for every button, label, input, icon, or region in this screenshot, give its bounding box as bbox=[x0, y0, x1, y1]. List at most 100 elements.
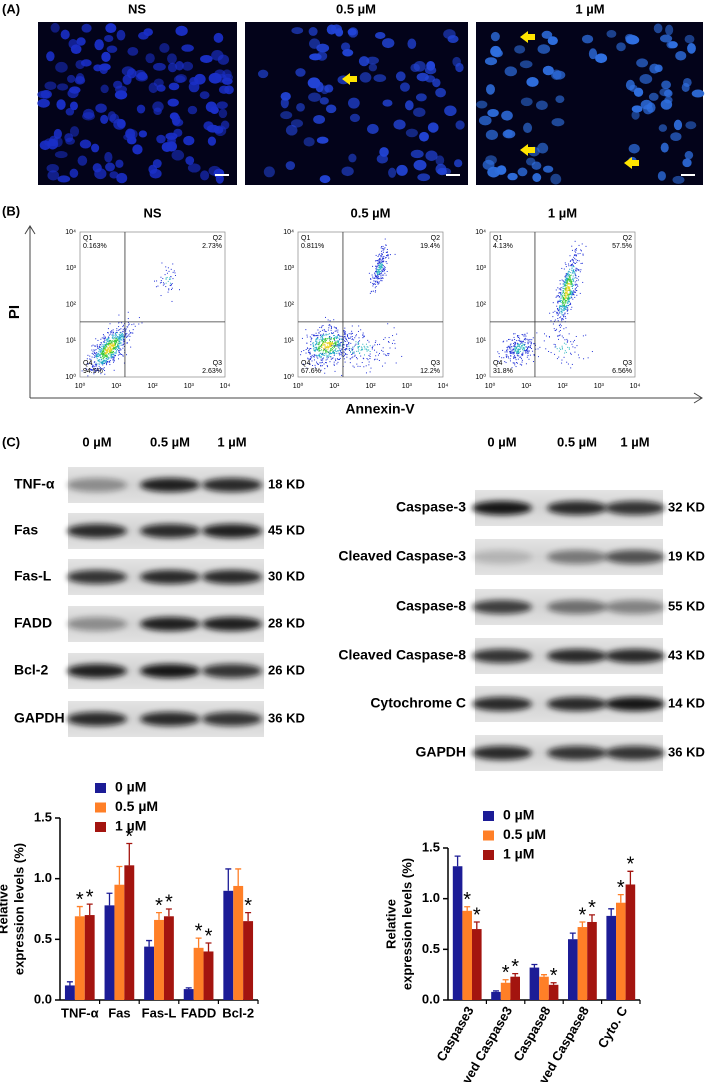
nucleus bbox=[536, 101, 548, 110]
significance: * bbox=[617, 877, 625, 899]
event bbox=[105, 345, 106, 346]
event bbox=[306, 349, 307, 350]
event bbox=[564, 343, 565, 344]
event bbox=[170, 279, 171, 280]
legend-label: 0.5 µM bbox=[115, 798, 158, 814]
nucleus bbox=[548, 36, 558, 45]
band bbox=[140, 478, 200, 492]
quadrant-name: Q3 bbox=[623, 360, 632, 367]
event bbox=[583, 255, 584, 256]
event bbox=[310, 348, 311, 349]
event bbox=[516, 359, 517, 360]
event bbox=[564, 288, 565, 289]
bar bbox=[223, 891, 233, 1000]
event bbox=[105, 337, 106, 338]
event bbox=[108, 347, 109, 348]
event bbox=[387, 353, 388, 354]
x-tick-label: Bcl-2 bbox=[222, 1005, 254, 1020]
event bbox=[565, 262, 566, 263]
event bbox=[344, 333, 345, 334]
nucleus bbox=[291, 27, 303, 34]
blot-strip bbox=[472, 735, 665, 771]
x-tick-label: 10⁰ bbox=[293, 382, 304, 390]
event bbox=[356, 351, 357, 352]
event bbox=[359, 346, 360, 347]
nucleus bbox=[122, 66, 135, 76]
event bbox=[379, 272, 380, 273]
event bbox=[563, 310, 564, 311]
event bbox=[317, 335, 318, 336]
event bbox=[538, 356, 539, 357]
event bbox=[525, 342, 526, 343]
event bbox=[114, 340, 115, 341]
event bbox=[529, 341, 530, 342]
nucleus bbox=[132, 144, 142, 154]
event bbox=[561, 311, 562, 312]
event bbox=[370, 279, 371, 280]
event bbox=[104, 370, 105, 371]
blot-strip bbox=[472, 539, 665, 575]
event bbox=[378, 355, 379, 356]
event bbox=[126, 328, 127, 329]
event bbox=[110, 360, 111, 361]
event bbox=[385, 257, 386, 258]
quadrant-name: Q4 bbox=[301, 360, 310, 367]
nucleus bbox=[367, 124, 379, 134]
event bbox=[569, 294, 570, 295]
event bbox=[313, 344, 314, 345]
event bbox=[517, 349, 518, 350]
event bbox=[103, 355, 104, 356]
event bbox=[118, 315, 119, 316]
event bbox=[329, 344, 330, 345]
nucleus bbox=[317, 137, 329, 144]
event bbox=[316, 362, 317, 363]
event bbox=[563, 308, 564, 309]
event bbox=[328, 330, 329, 331]
event bbox=[357, 366, 358, 367]
bar bbox=[164, 916, 174, 1000]
event bbox=[381, 266, 382, 267]
event bbox=[575, 289, 576, 290]
event bbox=[300, 354, 301, 355]
event bbox=[564, 276, 565, 277]
nucleus bbox=[382, 100, 392, 107]
event bbox=[109, 350, 110, 351]
event bbox=[383, 269, 384, 270]
quadrant-value: 0.163% bbox=[83, 243, 107, 250]
event bbox=[563, 306, 564, 307]
nucleus bbox=[659, 124, 667, 132]
event bbox=[316, 348, 317, 349]
event bbox=[350, 352, 351, 353]
event bbox=[381, 265, 382, 266]
event bbox=[549, 313, 550, 314]
event bbox=[565, 292, 566, 293]
event bbox=[556, 297, 557, 298]
event bbox=[129, 340, 130, 341]
event bbox=[333, 353, 334, 354]
event bbox=[322, 358, 323, 359]
nucleus bbox=[416, 93, 427, 101]
nucleus bbox=[538, 44, 551, 54]
event bbox=[372, 347, 373, 348]
nucleus bbox=[222, 78, 233, 85]
event bbox=[581, 250, 582, 251]
event bbox=[97, 353, 98, 354]
event bbox=[555, 330, 556, 331]
nucleus bbox=[295, 68, 305, 77]
event bbox=[522, 346, 523, 347]
event bbox=[114, 357, 115, 358]
event bbox=[512, 340, 513, 341]
event bbox=[566, 283, 567, 284]
nucleus bbox=[80, 140, 91, 149]
event bbox=[564, 310, 565, 311]
event bbox=[568, 265, 569, 266]
band bbox=[547, 697, 607, 711]
nucleus bbox=[117, 30, 126, 41]
event bbox=[97, 345, 98, 346]
quadrant-name: Q1 bbox=[83, 235, 92, 242]
event bbox=[316, 339, 317, 340]
event bbox=[123, 334, 124, 335]
event bbox=[373, 291, 374, 292]
nucleus bbox=[165, 133, 177, 140]
event bbox=[116, 338, 117, 339]
